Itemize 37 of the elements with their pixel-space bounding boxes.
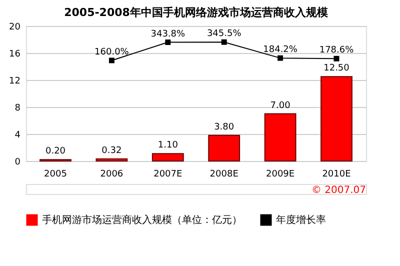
bar [96, 158, 128, 162]
point [278, 55, 284, 61]
point [334, 56, 340, 62]
data-label: 160.0% [94, 47, 130, 58]
chart-title: 2005-2008年中国手机网络游戏市场运营商收入规模 [64, 6, 329, 19]
data-label: 3.80 [214, 122, 234, 132]
y-tick-label: 16 [9, 50, 21, 60]
data-label: 0.32 [102, 146, 122, 156]
y-tick-label: 4 [14, 130, 21, 140]
data-label: 343.8% [150, 29, 186, 40]
y-tick-label: 8 [14, 104, 21, 114]
x-tick-label: 2007E [154, 170, 183, 180]
bar [152, 153, 184, 162]
data-label: 12.50 [324, 64, 350, 74]
data-label: 178.6% [319, 46, 354, 56]
y-tick-label: 12 [9, 76, 20, 86]
bar [208, 134, 240, 162]
data-label: 1.10 [158, 140, 178, 151]
point [108, 58, 114, 64]
x-tick-label: 2006 [100, 170, 124, 180]
data-label: 0.20 [45, 146, 66, 157]
x-tick-label: 2008E [210, 170, 239, 180]
legend-label: 年度增长率 [276, 214, 326, 226]
x-tick-label: 2009E [266, 170, 295, 180]
point [221, 39, 227, 45]
x-tick-label: 2005 [44, 170, 67, 180]
data-label: 345.5% [206, 29, 242, 40]
data-label: 7.00 [270, 100, 291, 111]
x-tick-label: 2010E [322, 170, 352, 180]
data-label: 184.2% [263, 45, 298, 56]
bar [320, 76, 352, 162]
y-tick-label: 20 [9, 22, 21, 32]
y-tick-label: 0 [14, 158, 21, 168]
text: © 2007.07 [311, 185, 366, 196]
point [165, 40, 171, 45]
bar [264, 113, 296, 162]
legend-label: 手机网游市场运营商收入规模（单位：亿元） [42, 214, 242, 226]
